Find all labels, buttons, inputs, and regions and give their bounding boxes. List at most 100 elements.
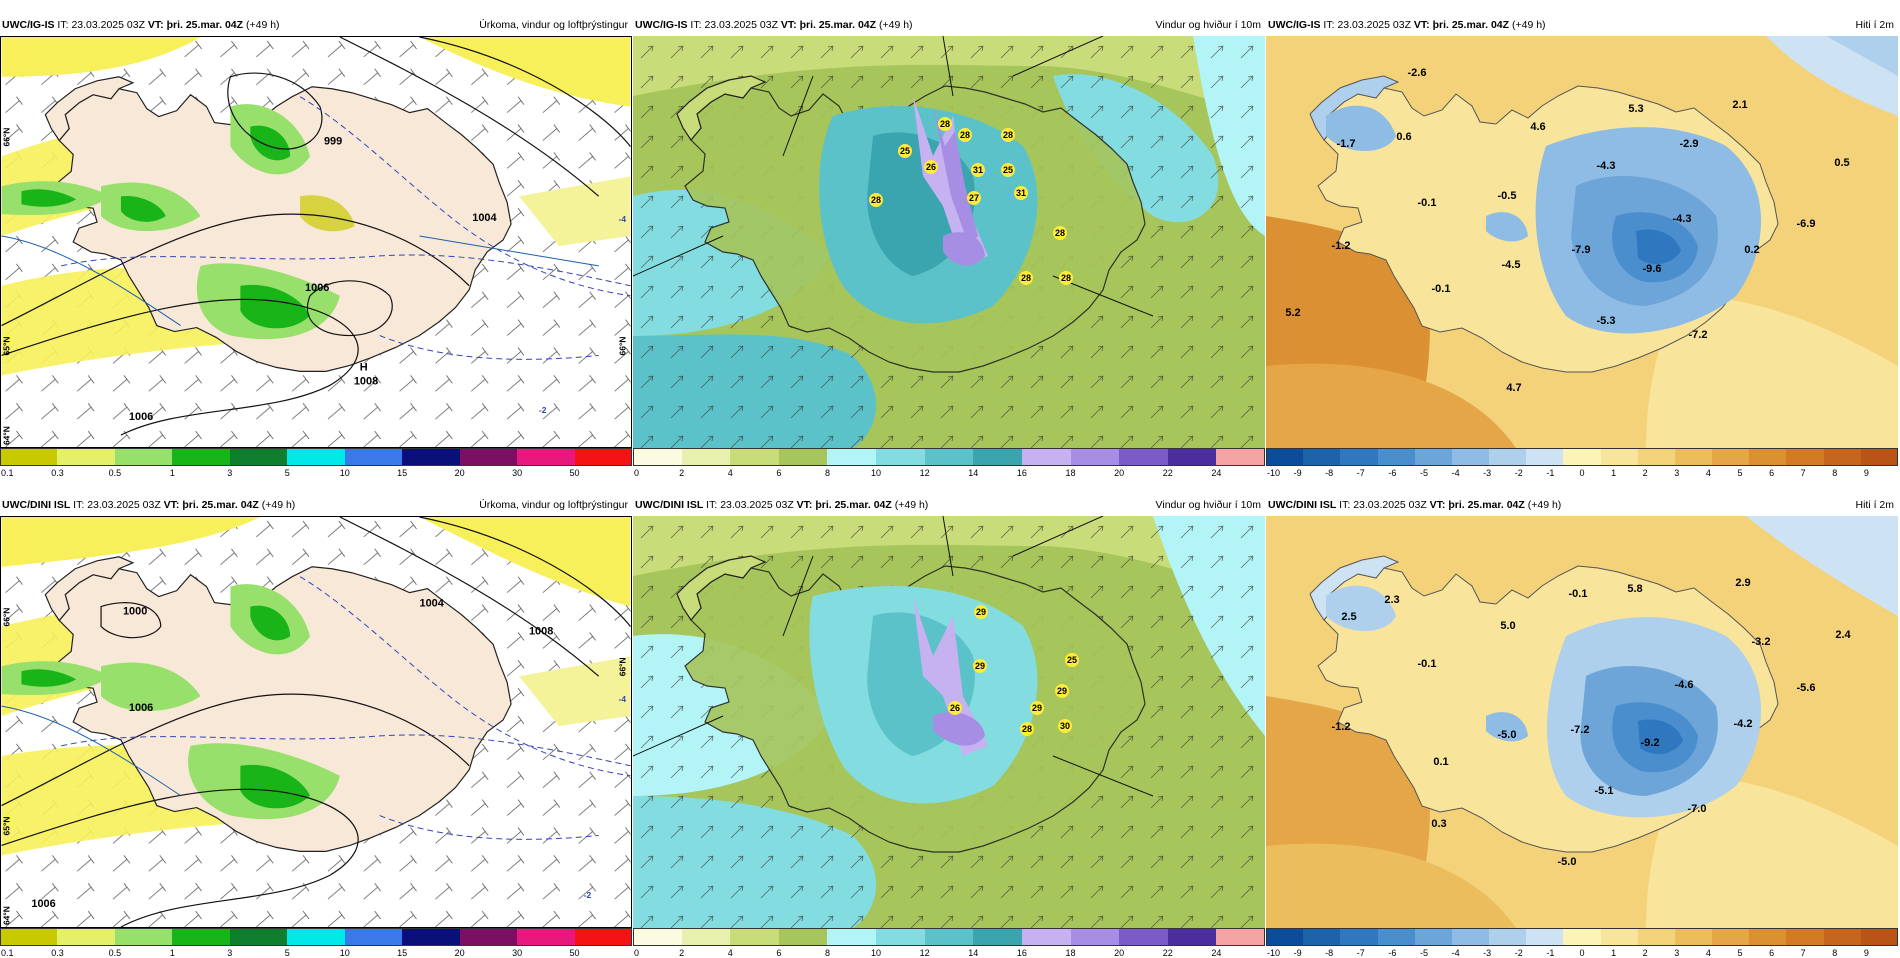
colorbar-tick-label: 16 [1016, 468, 1027, 478]
lat-label: 64°N [1, 906, 11, 925]
colorbar-segment [1563, 928, 1602, 946]
panel-title: Hiti í 2m [1855, 499, 1894, 511]
temp-label: 2.9 [1735, 577, 1750, 589]
temp-label: -4.2 [1734, 718, 1753, 730]
colorbar-segment [1340, 928, 1379, 946]
colorbar-segment [574, 928, 633, 946]
colorbar-segment [287, 928, 346, 946]
lead-time: (+49 h) [1511, 19, 1546, 31]
lat-label: 65°N [1, 817, 11, 836]
temp-label: -9.6 [1643, 263, 1662, 275]
colorbar-segment [114, 928, 173, 946]
colorbar-segment [1021, 928, 1072, 946]
colorbar-segment [57, 928, 116, 946]
precip-colorbar: 0.1 0.3 0.5 1 3 5 10 15 20 30 50 [0, 448, 633, 478]
colorbar-segment [1489, 928, 1527, 946]
colorbar-segment [1600, 448, 1639, 466]
panel-title: Úrkoma, vindur og loftþrýstingur [479, 19, 628, 31]
high-pressure-value: 1008 [354, 375, 378, 387]
colorbar-tick-label: 14 [968, 468, 979, 478]
gust-label: 29 [975, 661, 985, 671]
panel-header: UWC/IG-IS IT: 23.03.2025 03Z VT: þri. 25… [0, 15, 632, 35]
temp-label: 0.1 [1433, 756, 1448, 768]
panel-header: UWC/DINI ISL IT: 23.03.2025 03Z VT: þri.… [633, 495, 1265, 515]
colorbar-tick-label: 0 [1579, 468, 1585, 478]
temp-map: 2.5 2.3 -0.1 5.8 2.9 5.0 -0.1 -3.2 2.4 -… [1266, 516, 1898, 928]
it-label: IT: [690, 19, 702, 31]
temp-label: -7.0 [1688, 803, 1707, 815]
gust-label: 29 [1057, 686, 1067, 696]
gust-label: 28 [1022, 724, 1032, 734]
temp-label: -0.1 [1418, 658, 1437, 670]
colorbar-tick-label: -3 [1483, 468, 1492, 478]
colorbar-tick-label: 18 [1065, 468, 1076, 478]
pressure-label: 999 [324, 135, 342, 147]
gust-label: 29 [976, 607, 986, 617]
colorbar-segment [1526, 448, 1564, 466]
contour-label: -4 [619, 694, 627, 704]
colorbar-tick-label: 2 [1642, 468, 1648, 478]
gust-label: 25 [1067, 655, 1077, 665]
temp-label: -9.2 [1641, 737, 1660, 749]
vt-label: VT: [163, 499, 180, 511]
temp-label: -3.2 [1752, 636, 1771, 648]
it-label: IT: [73, 499, 85, 511]
it-value: 23.03.2025 03Z [1353, 499, 1427, 511]
it-label: IT: [57, 19, 69, 31]
model-name: UWC/IG-IS [2, 19, 55, 31]
colorbar-tick-label: -1 [1546, 468, 1555, 478]
colorbar-tick-label: 7 [1800, 468, 1806, 478]
colorbar-tick-label: 20 [1114, 468, 1125, 478]
wind-colorbar: 0 2 4 6 8 10 12 14 16 18 20 22 24 [633, 448, 1266, 478]
vt-value: þri. 25.mar. 04Z [1432, 19, 1510, 31]
pressure-label: 1006 [129, 411, 153, 423]
temp-label: 0.6 [1396, 131, 1411, 143]
vt-label: VT: [780, 19, 797, 31]
colorbar-segment [1167, 448, 1217, 466]
panel-title: Vindur og hviður í 10m [1155, 499, 1261, 511]
lead-time: (+49 h) [1527, 499, 1562, 511]
colorbar-segment [1340, 448, 1379, 466]
temp-label: -4.3 [1597, 160, 1616, 172]
colorbar-tick-label: 3 [227, 468, 233, 478]
colorbar-segment [1749, 448, 1787, 466]
lead-time: (+49 h) [245, 19, 280, 31]
colorbar-segment [1119, 928, 1169, 946]
gust-label: 28 [871, 195, 881, 205]
gust-label: 28 [960, 130, 970, 140]
vt-label: VT: [1429, 499, 1446, 511]
gust-label: 28 [1061, 273, 1071, 283]
temp-label: -1.7 [1337, 138, 1356, 150]
temp-label: -2.6 [1408, 67, 1427, 79]
colorbar-tick-label: 10 [871, 468, 882, 478]
temp-label: 5.8 [1627, 583, 1642, 595]
colorbar-tick-label: 4 [1705, 468, 1711, 478]
colorbar-segment [1860, 928, 1899, 946]
temp-label: 2.4 [1835, 629, 1851, 641]
colorbar-segment [730, 928, 780, 946]
colorbar-segment [1266, 448, 1304, 466]
temp-label: 2.1 [1732, 99, 1747, 111]
colorbar-segment [633, 928, 683, 946]
colorbar-segment [973, 448, 1023, 466]
colorbar-tick-label: 5 [1737, 468, 1743, 478]
vt-value: þri. 25.mar. 04Z [182, 499, 259, 511]
panel-title: Vindur og hviður í 10m [1155, 19, 1261, 31]
colorbar-segment [1860, 448, 1899, 466]
temp-colorbar: -10 -9 -8 -7 -6 -5 -4 -3 -2 -1 0 1 2 3 4 5 6 7 8 9 [1266, 928, 1899, 958]
colorbar-tick-label: 1 [1611, 468, 1617, 478]
colorbar-tick-label: -8 [1325, 468, 1334, 478]
colorbar-tick-label: 4 [727, 468, 733, 478]
panel-header: UWC/DINI ISL IT: 23.03.2025 03Z VT: þri.… [1266, 495, 1898, 515]
colorbar-segment [1674, 448, 1713, 466]
colorbar-segment [633, 448, 683, 466]
pressure-label: 1006 [31, 898, 55, 910]
colorbar-segment [459, 448, 518, 466]
lead-time: (+49 h) [878, 19, 913, 31]
contour-label: -2 [539, 405, 547, 415]
lead-time: (+49 h) [894, 499, 929, 511]
colorbar-segment [114, 448, 173, 466]
it-value: 23.03.2025 03Z [720, 499, 794, 511]
it-value: 23.03.2025 03Z [87, 499, 161, 511]
colorbar-tick-label: -4 [1451, 468, 1460, 478]
